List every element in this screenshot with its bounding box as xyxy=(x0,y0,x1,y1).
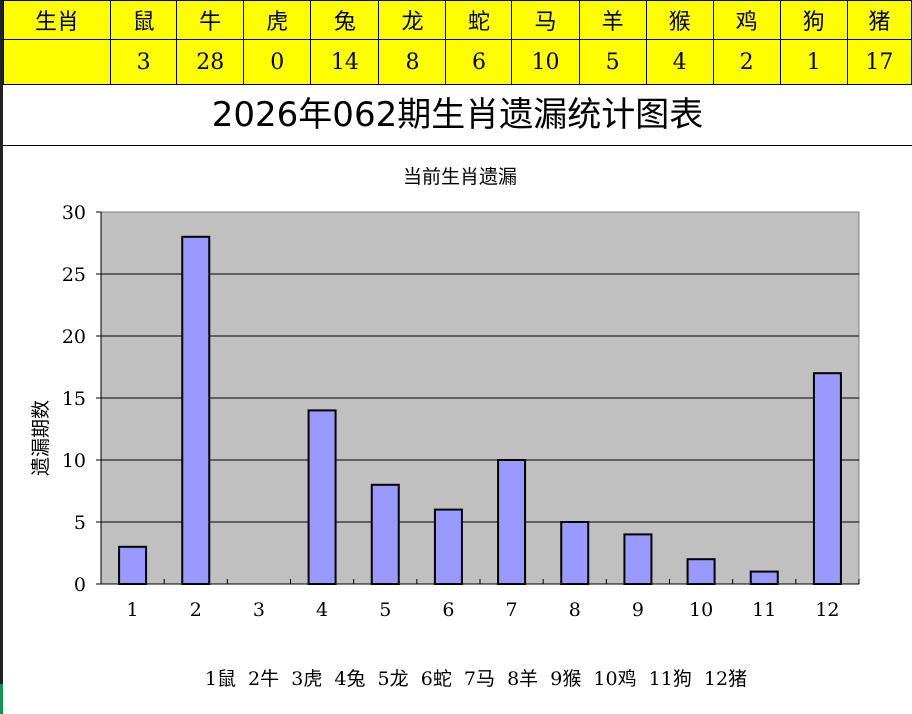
y-tick-label: 10 xyxy=(62,450,86,472)
value-cell-4: 14 xyxy=(310,39,380,85)
y-tick-label: 5 xyxy=(74,512,86,534)
page-title: 2026年062期生肖遗漏统计图表 xyxy=(3,85,912,146)
bar-12 xyxy=(812,372,842,585)
header-cell-8: 羊 xyxy=(578,0,647,40)
value-cell-7: 10 xyxy=(511,39,580,85)
value-cell-9: 4 xyxy=(645,39,714,85)
value-cell-3: 0 xyxy=(243,39,312,85)
value-row: 3 28 0 14 8 6 10 5 4 2 1 17 xyxy=(2,39,912,85)
header-cell-3: 虎 xyxy=(243,0,312,40)
y-axis-label: 遗漏期数 xyxy=(30,400,52,476)
value-cell-6: 6 xyxy=(445,39,513,85)
header-cell-7: 马 xyxy=(511,0,580,40)
x-tick-label: 11 xyxy=(752,599,776,621)
header-cell-6: 蛇 xyxy=(445,0,513,40)
x-tick-label: 4 xyxy=(316,599,328,621)
x-tick-label: 5 xyxy=(379,599,391,621)
bar-4 xyxy=(307,409,337,585)
bar-9 xyxy=(623,533,653,585)
y-tick-label: 25 xyxy=(62,264,86,286)
header-cell-10: 鸡 xyxy=(712,0,781,40)
value-label-cell xyxy=(2,39,112,85)
x-tick-label: 8 xyxy=(569,599,581,621)
chart-title: 当前生肖遗漏 xyxy=(403,166,517,188)
y-tick-label: 30 xyxy=(62,202,86,224)
y-tick-label: 0 xyxy=(74,574,86,596)
bar-11 xyxy=(749,570,779,586)
x-tick-label: 9 xyxy=(632,599,644,621)
header-cell-11: 狗 xyxy=(779,0,848,40)
header-label: 生肖 xyxy=(2,0,112,40)
value-cell-12: 17 xyxy=(846,39,912,85)
x-tick-label: 3 xyxy=(253,599,265,621)
header-cell-5: 龙 xyxy=(378,0,447,40)
value-cell-10: 2 xyxy=(712,39,781,85)
value-cell-2: 28 xyxy=(176,39,245,85)
x-tick-label: 2 xyxy=(190,599,202,621)
x-tick-label: 7 xyxy=(506,599,518,621)
bar-2 xyxy=(181,235,211,586)
x-tick-label: 1 xyxy=(127,599,139,621)
header-cell-4: 兔 xyxy=(310,0,380,40)
bar-10 xyxy=(686,558,716,586)
header-row: 生肖 鼠牛虎兔龙蛇马羊猴鸡狗猪 xyxy=(2,0,912,40)
category-legend: 1鼠 2牛 3虎 4兔 5龙 6蛇 7马 8羊 9猴 10鸡 11狗 12猪 xyxy=(205,668,747,690)
left-border xyxy=(0,0,3,714)
zodiac-table: 生肖 鼠牛虎兔龙蛇马羊猴鸡狗猪 3 28 0 14 8 6 10 5 4 2 1 17 xyxy=(2,0,912,85)
bar-8 xyxy=(560,521,590,585)
value-cell-5: 8 xyxy=(378,39,447,85)
header-cell-1: 鼠 xyxy=(110,0,178,40)
bar-1 xyxy=(118,545,148,585)
bar-7 xyxy=(497,459,527,585)
bar-5 xyxy=(370,483,400,585)
y-tick-label: 20 xyxy=(62,326,86,348)
x-tick-label: 10 xyxy=(689,599,713,621)
value-cell-8: 5 xyxy=(578,39,647,85)
header-cell-12: 猪 xyxy=(846,0,912,40)
header-cell-2: 牛 xyxy=(176,0,245,40)
x-tick-label: 6 xyxy=(442,599,454,621)
header-cell-9: 猴 xyxy=(645,0,714,40)
bar-6 xyxy=(433,508,463,586)
x-tick-label: 12 xyxy=(815,599,839,621)
y-tick-label: 15 xyxy=(62,388,86,410)
value-cell-1: 3 xyxy=(110,39,178,85)
value-cell-11: 1 xyxy=(779,39,848,85)
